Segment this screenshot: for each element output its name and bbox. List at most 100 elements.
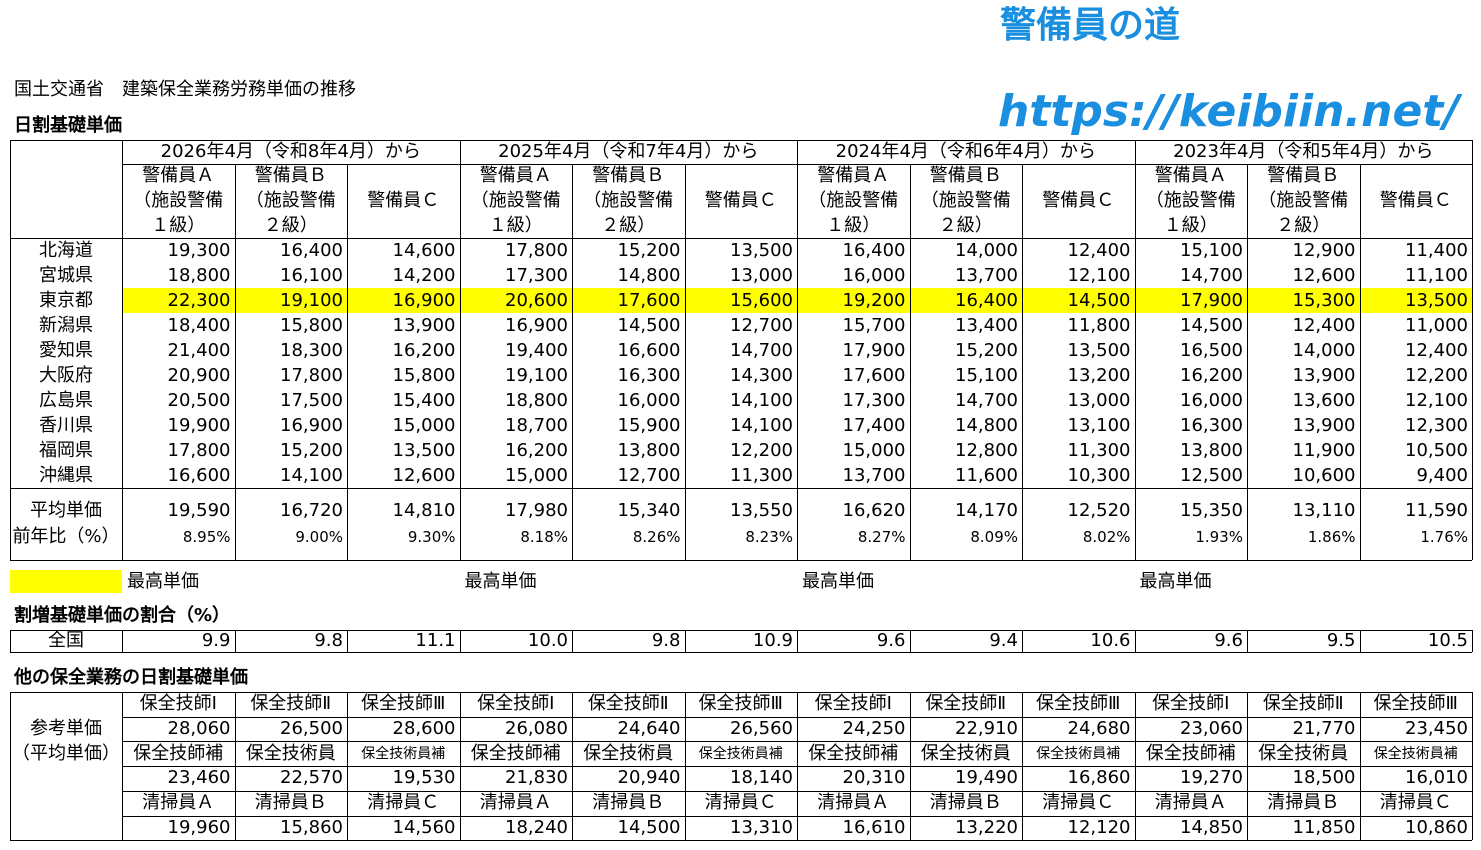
- yoy-value: 1.76%: [1420, 528, 1468, 546]
- brand-name: 警備員の道: [1000, 5, 1181, 46]
- average-value: 16,720: [280, 500, 343, 521]
- cell-value: 14,560: [392, 816, 456, 838]
- cell-value: 9.8: [314, 630, 343, 651]
- cell-value: 12,120: [1067, 816, 1131, 838]
- rule: [347, 692, 348, 841]
- cell-value: 11,300: [1067, 439, 1131, 461]
- column-header: （施設警備: [583, 190, 674, 211]
- cell-value: 16,610: [842, 816, 906, 838]
- cell-value: 12,700: [617, 464, 681, 486]
- period-header: 2026年4月（令和8年4月）から: [160, 141, 421, 162]
- column-header: （施設警備: [133, 190, 224, 211]
- column-header: 清掃員Ｃ: [1379, 792, 1452, 814]
- average-value: 13,110: [1292, 500, 1356, 521]
- cell-value: 18,240: [505, 816, 568, 838]
- cell-value: 16,200: [1180, 364, 1243, 386]
- cell-value: 15,000: [842, 439, 906, 461]
- cell-value: 19,490: [955, 767, 1018, 789]
- cell-value: 17,900: [1180, 289, 1243, 311]
- cell-value: 9,400: [1416, 464, 1468, 486]
- cell-value: 13,200: [1067, 364, 1131, 386]
- cell-value: 16,900: [280, 414, 343, 436]
- cell-value: 21,400: [167, 339, 231, 361]
- cell-value: 10,300: [1067, 464, 1131, 486]
- column-header: 保全技術員補: [1036, 745, 1121, 762]
- rule: [1022, 164, 1023, 560]
- cell-value: 14,800: [955, 414, 1018, 436]
- column-header: 清掃員Ａ: [479, 792, 552, 814]
- column-header: 保全技師Ⅲ: [1373, 693, 1458, 715]
- cell-value: 17,800: [167, 439, 231, 461]
- cell-value: 13,500: [392, 439, 456, 461]
- cell-value: 11,400: [1405, 239, 1468, 261]
- region: 北海道: [39, 239, 93, 261]
- cell-value: 15,800: [392, 364, 456, 386]
- legend-label: 最高単価: [1139, 571, 1212, 592]
- cell-value: 23,460: [167, 767, 231, 789]
- column-header: 警備員Ｃ: [704, 190, 777, 211]
- cell-value: 14,800: [617, 264, 681, 286]
- section-heading: 他の保全業務の日割基礎単価: [14, 667, 248, 688]
- yoy-value: 8.26%: [632, 528, 681, 546]
- cell-value: 14,000: [1292, 339, 1356, 361]
- column-header: １級）: [1163, 215, 1218, 236]
- rule: [1134, 692, 1136, 841]
- column-header: ２級）: [263, 215, 318, 236]
- yoy-value: 9.30%: [407, 528, 456, 546]
- column-header: 警備員Ａ: [479, 165, 552, 186]
- region: 香川県: [39, 414, 93, 436]
- rule: [122, 140, 123, 560]
- cell-value: 10,860: [1405, 816, 1468, 838]
- cell-value: 14,700: [730, 339, 793, 361]
- rule: [122, 630, 123, 652]
- column-header: 警備員Ｂ: [592, 165, 665, 186]
- cell-value: 17,300: [505, 264, 568, 286]
- cell-value: 16,860: [1067, 767, 1131, 789]
- column-header: 保全技師Ⅰ: [139, 693, 217, 715]
- cell-value: 14,500: [617, 816, 681, 838]
- cell-value: 20,500: [167, 389, 231, 411]
- rule: [10, 630, 1472, 631]
- rule: [797, 630, 798, 652]
- rule: [1134, 140, 1136, 560]
- yoy-value: 8.95%: [182, 528, 231, 546]
- cell-value: 26,560: [730, 718, 793, 740]
- cell-value: 16,400: [280, 239, 343, 261]
- cell-value: 9.5: [1326, 630, 1356, 651]
- rule: [10, 560, 1472, 561]
- average-value: 15,350: [1180, 500, 1243, 521]
- column-header: 保全技師Ⅱ: [587, 693, 669, 715]
- cell-value: 18,500: [1292, 767, 1356, 789]
- cell-value: 15,860: [280, 816, 343, 838]
- column-header: 保全技術員補: [698, 745, 783, 762]
- column-header: 保全技師Ⅰ: [477, 693, 555, 715]
- cell-value: 12,400: [1067, 239, 1131, 261]
- cell-value: 16,200: [505, 439, 568, 461]
- cell-value: 26,080: [505, 718, 568, 740]
- cell-value: 16,010: [1405, 767, 1468, 789]
- rule: [1022, 630, 1023, 652]
- column-header: 清掃員Ｂ: [592, 792, 665, 814]
- rule: [459, 630, 461, 652]
- cell-value: 12,100: [1067, 264, 1131, 286]
- yoy-label: 前年比（%）: [12, 526, 120, 547]
- cell-value: 12,400: [1292, 314, 1356, 336]
- cell-value: 13,220: [955, 816, 1018, 838]
- column-header: １級）: [488, 215, 543, 236]
- cell-value: 15,400: [392, 389, 456, 411]
- cell-value: 13,500: [1405, 289, 1468, 311]
- column-header: 警備員Ｃ: [1379, 190, 1452, 211]
- cell-value: 20,310: [842, 767, 906, 789]
- yoy-value: 8.02%: [1082, 528, 1131, 546]
- cell-value: 19,100: [280, 289, 343, 311]
- column-header: 保全技師Ⅲ: [1036, 693, 1121, 715]
- cell-value: 13,700: [955, 264, 1018, 286]
- column-header: 清掃員Ｃ: [1042, 792, 1115, 814]
- cell-value: 16,600: [167, 464, 231, 486]
- title: 国土交通省 建築保全業務労務単価の推移: [14, 79, 356, 100]
- column-header: 保全技師補: [133, 742, 224, 764]
- cell-value: 14,000: [955, 239, 1018, 261]
- rule: [1359, 164, 1361, 560]
- cell-value: 19,400: [505, 339, 568, 361]
- rule: [1022, 692, 1023, 841]
